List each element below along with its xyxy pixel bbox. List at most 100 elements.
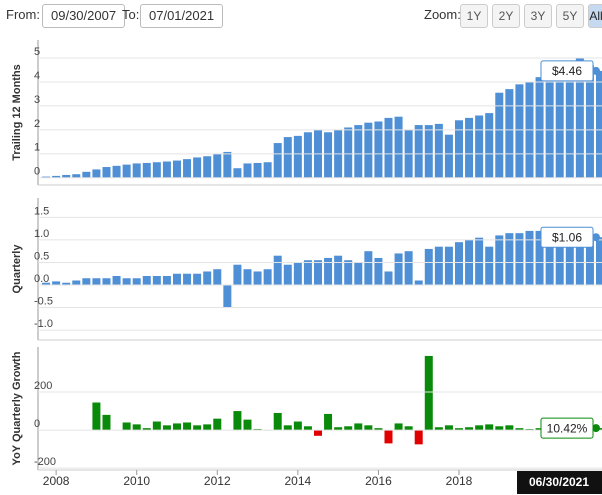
bar bbox=[92, 169, 101, 178]
bar bbox=[535, 230, 544, 286]
value-callout bbox=[540, 60, 594, 82]
bar bbox=[505, 233, 514, 286]
bar bbox=[384, 271, 393, 286]
bar bbox=[334, 255, 343, 286]
bar bbox=[485, 246, 494, 286]
bar bbox=[394, 253, 403, 286]
y-tick-label: -0.5 bbox=[34, 295, 53, 307]
bar bbox=[434, 427, 443, 431]
bar bbox=[515, 233, 524, 286]
bar bbox=[183, 273, 192, 286]
bar bbox=[485, 424, 494, 431]
y-tick-label: 4 bbox=[34, 70, 40, 82]
bar bbox=[555, 65, 564, 178]
zoom-button[interactable]: All bbox=[588, 4, 602, 28]
bar bbox=[505, 425, 514, 431]
bar bbox=[424, 248, 433, 286]
bar bbox=[565, 61, 574, 178]
bar bbox=[122, 422, 131, 431]
bar bbox=[183, 422, 192, 431]
zoom-button[interactable]: 2Y bbox=[492, 4, 520, 28]
x-tick-label: 2018 bbox=[446, 474, 473, 488]
bar bbox=[535, 428, 544, 431]
x-tick-label: 2010 bbox=[123, 474, 150, 488]
zoom-button[interactable]: 3Y bbox=[524, 4, 552, 28]
x-tick-label: 2008 bbox=[43, 474, 70, 488]
bar bbox=[102, 167, 111, 178]
bar bbox=[233, 264, 242, 286]
bar bbox=[283, 425, 292, 431]
bar bbox=[112, 275, 121, 286]
bar bbox=[253, 162, 262, 178]
point-marker bbox=[592, 424, 600, 433]
x-tick-label: 2014 bbox=[284, 474, 311, 488]
bar bbox=[334, 427, 343, 431]
bar bbox=[364, 122, 373, 178]
bar bbox=[92, 278, 101, 286]
bar bbox=[374, 121, 383, 178]
bar bbox=[515, 84, 524, 178]
y-tick-label: -200 bbox=[34, 456, 56, 468]
bar bbox=[233, 168, 242, 178]
bar bbox=[344, 127, 353, 178]
bar bbox=[495, 426, 504, 431]
bar bbox=[495, 235, 504, 286]
toolbar: From: 09/30/2007 To: 07/01/2021 Zoom: 1Y… bbox=[6, 4, 602, 28]
bar bbox=[444, 246, 453, 286]
bar bbox=[253, 271, 262, 286]
bar bbox=[213, 153, 222, 178]
bar bbox=[82, 171, 91, 178]
bar bbox=[102, 278, 111, 286]
bar bbox=[263, 162, 272, 178]
bar bbox=[82, 278, 91, 286]
value-label: $1.06 bbox=[552, 230, 582, 244]
bar bbox=[162, 425, 171, 431]
bar bbox=[465, 427, 474, 431]
bar bbox=[132, 424, 141, 431]
bar bbox=[62, 174, 71, 178]
bar bbox=[132, 278, 141, 286]
bar bbox=[203, 156, 212, 178]
bar bbox=[575, 235, 584, 286]
y-tick-label: 3 bbox=[34, 94, 40, 106]
bar bbox=[444, 425, 453, 431]
bar bbox=[172, 273, 181, 286]
bar bbox=[303, 426, 312, 431]
bar bbox=[324, 257, 333, 286]
bar bbox=[72, 280, 81, 286]
bar bbox=[475, 115, 484, 178]
bar bbox=[122, 278, 131, 286]
bar bbox=[303, 132, 312, 178]
bar bbox=[374, 257, 383, 286]
bar bbox=[354, 423, 363, 431]
bar bbox=[324, 132, 333, 178]
zoom-button[interactable]: 1Y bbox=[460, 4, 488, 28]
bar bbox=[414, 430, 423, 445]
bar bbox=[414, 125, 423, 178]
point-marker bbox=[592, 66, 600, 75]
to-input[interactable]: 07/01/2021 bbox=[140, 4, 224, 28]
bar bbox=[52, 175, 61, 178]
x-tick-label: 2016 bbox=[365, 474, 392, 488]
bar bbox=[354, 125, 363, 178]
bar bbox=[384, 117, 393, 178]
bar bbox=[454, 242, 463, 286]
from-input[interactable]: 09/30/2007 bbox=[42, 4, 126, 28]
zoom-button[interactable]: 5Y bbox=[556, 4, 584, 28]
bar bbox=[152, 275, 161, 286]
bar bbox=[394, 423, 403, 431]
bar bbox=[193, 157, 202, 178]
bar bbox=[243, 419, 252, 431]
bar bbox=[152, 421, 161, 431]
bar bbox=[444, 134, 453, 178]
bar bbox=[42, 176, 51, 178]
bar bbox=[203, 271, 212, 286]
bar bbox=[344, 426, 353, 431]
bar bbox=[505, 89, 514, 178]
bar bbox=[535, 77, 544, 178]
bar bbox=[162, 275, 171, 286]
y-tick-label: 0 bbox=[34, 418, 40, 430]
y-tick-label: 200 bbox=[34, 380, 52, 392]
bar bbox=[293, 421, 302, 431]
bar bbox=[465, 117, 474, 178]
